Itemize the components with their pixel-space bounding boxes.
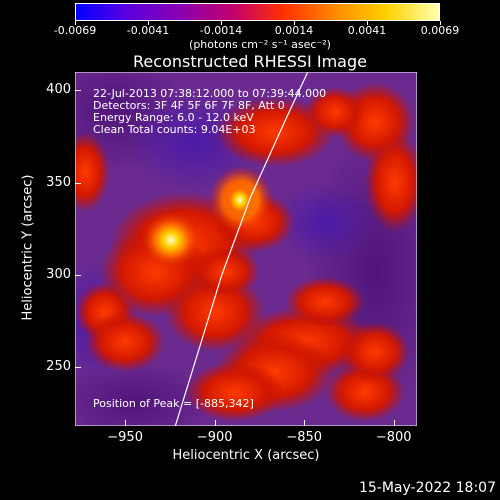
y-tick-label: 250 [46, 359, 71, 374]
solar-limb-curve [174, 72, 309, 426]
y-tick-label: 350 [46, 174, 71, 190]
y-tick-mark [75, 274, 81, 276]
colorbar-gradient [76, 4, 439, 20]
colorbar-tick-label: 0.0014 [274, 24, 314, 37]
x-tick-label: −850 [286, 430, 323, 445]
colorbar-tick-mark [147, 21, 149, 25]
footer-timestamp: 15-May-2022 18:07 [358, 480, 496, 496]
x-tick-label: −800 [375, 430, 412, 445]
colorbar-tick-label: -0.0069 [53, 24, 97, 37]
colorbar-tick-label: 0.0041 [347, 24, 387, 37]
colorbar-tick-label: 0.0069 [420, 24, 460, 37]
colorbar-tick-label: -0.0014 [199, 24, 243, 37]
image-plot [75, 72, 417, 426]
colorbar [75, 3, 440, 21]
emission-map [75, 72, 417, 426]
emission-blob [215, 97, 335, 167]
emission-peak-blob [222, 180, 258, 220]
x-tick-mark [393, 420, 395, 426]
emission-blob [85, 312, 165, 372]
emission-peak-blob [141, 212, 201, 268]
emission-blob [340, 322, 410, 382]
y-tick-mark [75, 90, 81, 92]
annotation-energy: Energy Range: 6.0 - 12.0 keV [93, 111, 254, 124]
emission-blob [185, 362, 285, 422]
x-tick-label: −950 [107, 430, 143, 445]
y-tick-label: 300 [46, 266, 71, 282]
annotation-clean: Clean Total counts: 9.04E+03 [93, 123, 256, 136]
annotation-time: 22-Jul-2013 07:38:12.000 to 07:39:44.000 [93, 87, 327, 100]
y-tick-mark [75, 367, 81, 368]
colorbar-units: (photons cm⁻² s⁻¹ asec⁻²) [189, 38, 331, 51]
x-tick-mark [125, 420, 127, 426]
y-axis-label: Heliocentric Y (arcsec) [20, 174, 36, 321]
emission-blob [285, 277, 365, 327]
colorbar-tick-mark [439, 21, 441, 25]
colorbar-tick-mark [366, 21, 368, 25]
x-axis-label: Heliocentric X (arcsec) [172, 448, 320, 463]
emission-blob [190, 247, 260, 297]
colorbar-tick-mark [293, 21, 295, 25]
colorbar-tick-mark [74, 21, 76, 25]
emission-blob [305, 87, 365, 137]
emission-blob [275, 182, 375, 262]
x-tick-label: −900 [196, 430, 233, 445]
colorbar-tick-label: -0.0041 [126, 24, 170, 37]
x-tick-mark [304, 420, 306, 426]
y-tick-mark [75, 182, 81, 184]
y-tick-label: 400 [46, 82, 71, 98]
plot-title: Reconstructed RHESSI Image [133, 52, 367, 71]
x-tick-mark [214, 420, 216, 426]
annotation-peak: Position of Peak = [-885,342] [93, 397, 254, 410]
annotation-detectors: Detectors: 3F 4F 5F 6F 7F 8F, Att 0 [93, 99, 285, 112]
colorbar-tick-mark [220, 21, 222, 25]
emission-blob [75, 132, 110, 212]
emission-blob [365, 132, 417, 232]
